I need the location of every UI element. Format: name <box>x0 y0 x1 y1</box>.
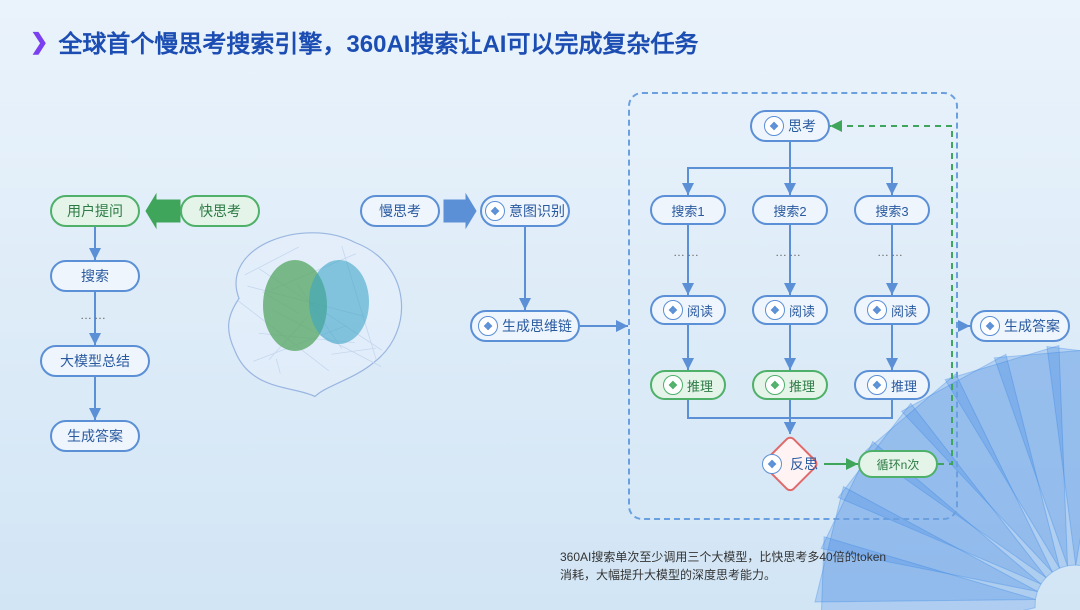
node-intent: ❖意图识别 <box>480 195 570 227</box>
node-label: 生成思维链 <box>502 316 572 336</box>
node-icon: ❖ <box>478 316 498 336</box>
node-label: 循环n次 <box>877 456 920 473</box>
node-label: 思考 <box>788 116 816 136</box>
page-title: 全球首个慢思考搜索引擎，360AI搜索让AI可以完成复杂任务 <box>58 24 698 59</box>
node-label: 大模型总结 <box>60 351 130 371</box>
node-label: 意图识别 <box>509 201 565 221</box>
node-slow: 慢思考 <box>360 195 440 227</box>
footnote-line: 消耗，大幅提升大模型的深度思考能力。 <box>560 566 1000 584</box>
node-s1: 搜索1 <box>650 195 726 225</box>
node-think: ❖思考 <box>750 110 830 142</box>
node-icon: ❖ <box>663 300 683 320</box>
ellipsis: …… <box>877 245 905 259</box>
node-label: 用户提问 <box>67 201 123 221</box>
node-ans1: ❖生成答案 <box>970 310 1070 342</box>
node-r3: ❖阅读 <box>854 295 930 325</box>
node-label: 推理 <box>891 376 917 395</box>
node-label: 生成答案 <box>67 426 123 446</box>
node-ans0: 生成答案 <box>50 420 140 452</box>
node-icon: ❖ <box>764 116 784 136</box>
node-icon: ❖ <box>762 454 782 474</box>
node-fast: 快思考 <box>180 195 260 227</box>
node-label: 慢思考 <box>379 201 421 221</box>
node-p3: ❖推理 <box>854 370 930 400</box>
node-label: 搜索3 <box>875 201 908 220</box>
ellipsis: …… <box>775 245 803 259</box>
node-label: 推理 <box>687 376 713 395</box>
footnote: 360AI搜索单次至少调用三个大模型，比快思考多40倍的token消耗，大幅提升… <box>560 548 1000 584</box>
node-user_q: 用户提问 <box>50 195 140 227</box>
node-r1: ❖阅读 <box>650 295 726 325</box>
node-search0: 搜索 <box>50 260 140 292</box>
node-label: 搜索2 <box>773 201 806 220</box>
node-chain: ❖生成思维链 <box>470 310 580 342</box>
node-label: 生成答案 <box>1004 316 1060 336</box>
node-label: 阅读 <box>789 301 815 320</box>
ellipsis: …… <box>80 308 108 322</box>
node-p1: ❖推理 <box>650 370 726 400</box>
node-label: 阅读 <box>891 301 917 320</box>
node-summ: 大模型总结 <box>40 345 150 377</box>
node-s3: 搜索3 <box>854 195 930 225</box>
node-label: 阅读 <box>687 301 713 320</box>
node-loop: 循环n次 <box>858 450 938 478</box>
slide: ❯全球首个慢思考搜索引擎，360AI搜索让AI可以完成复杂任务用户提问快思考搜索… <box>0 0 1080 610</box>
node-r2: ❖阅读 <box>752 295 828 325</box>
node-icon: ❖ <box>485 201 505 221</box>
node-p2: ❖推理 <box>752 370 828 400</box>
node-icon: ❖ <box>663 375 683 395</box>
node-label: 搜索 <box>81 266 109 286</box>
node-icon: ❖ <box>980 316 1000 336</box>
ellipsis: …… <box>673 245 701 259</box>
node-label: 搜索1 <box>671 201 704 220</box>
chevron-icon: ❯ <box>30 29 48 55</box>
node-label: 快思考 <box>199 201 241 221</box>
brain-graphic <box>215 225 415 400</box>
node-s2: 搜索2 <box>752 195 828 225</box>
footnote-line: 360AI搜索单次至少调用三个大模型，比快思考多40倍的token <box>560 548 1000 566</box>
node-label: 推理 <box>789 376 815 395</box>
node-icon: ❖ <box>867 375 887 395</box>
node-label: 反思 <box>790 454 818 474</box>
node-icon: ❖ <box>765 375 785 395</box>
title-row: ❯ 全球首个慢思考搜索引擎，360AI搜索让AI可以完成复杂任务 <box>30 24 698 59</box>
node-icon: ❖ <box>765 300 785 320</box>
node-icon: ❖ <box>867 300 887 320</box>
node-reflect: ❖ 反思 <box>760 434 820 494</box>
